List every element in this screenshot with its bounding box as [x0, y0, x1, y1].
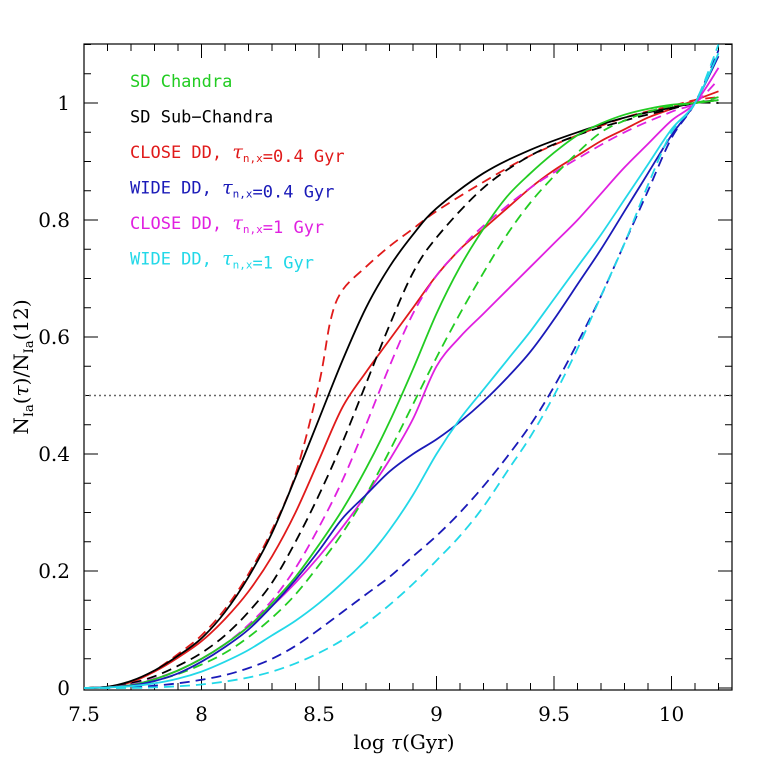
series-line-sd-chandra-solid — [84, 99, 719, 689]
x-tick-label: 9.5 — [538, 702, 570, 726]
series-line-wide-dd-04-solid — [84, 55, 720, 689]
axis-ticks — [83, 44, 732, 690]
x-tick-label: 10 — [659, 702, 684, 726]
y-tick-label: 0.4 — [38, 442, 70, 466]
plot-frame — [83, 43, 733, 691]
y-axis-title: NIa(τ)/NIa(12) — [9, 299, 37, 434]
y-tick-label: 0.2 — [38, 559, 70, 583]
series-line-close-dd-1-dashed — [84, 78, 720, 689]
series-line-wide-dd-1-solid — [84, 52, 720, 689]
y-tick-label: 1 — [57, 91, 70, 115]
x-tick-label: 8.5 — [303, 702, 335, 726]
axis-tick-labels: 7.5 8 8.5 9 9.5 10 0 0.2 0.4 0.6 0.8 1 — [38, 91, 684, 726]
series-line-sd-chandra-dashed — [84, 96, 719, 689]
y-tick-label: 0.6 — [38, 325, 70, 349]
svg-text:NIa(τ)/NIa(12): NIa(τ)/NIa(12) — [9, 299, 37, 434]
series-line-close-dd-04-solid — [84, 90, 719, 689]
x-tick-label: 9 — [430, 702, 443, 726]
legend-entry-sd-sub-chandra: SD Sub−Chandra — [130, 108, 273, 128]
legend-entry-sd-chandra: SD Chandra — [130, 72, 232, 92]
legend: SD Chandra SD Sub−Chandra CLOSE DD, τn,x=0… — [130, 72, 345, 274]
y-tick-label: 0 — [57, 676, 70, 700]
series-line-wide-dd-1-dashed — [84, 44, 720, 689]
legend-entry-close-dd-04: CLOSE DD, τn,x=0.4 Gyr — [130, 141, 345, 167]
series-group — [84, 44, 720, 689]
series-line-close-dd-04-dashed — [84, 96, 719, 689]
x-tick-label: 7.5 — [68, 702, 100, 726]
legend-entry-wide-dd-04: WIDE DD, τn,x=0.4 Gyr — [130, 177, 334, 203]
x-axis-title: log τ(Gyr) — [353, 730, 454, 754]
legend-entry-close-dd-1: CLOSE DD, τn,x=1 Gyr — [130, 212, 324, 238]
legend-entry-wide-dd-1: WIDE DD, τn,x=1 Gyr — [130, 248, 314, 274]
x-tick-label: 8 — [195, 702, 208, 726]
y-tick-label: 0.8 — [38, 208, 70, 232]
